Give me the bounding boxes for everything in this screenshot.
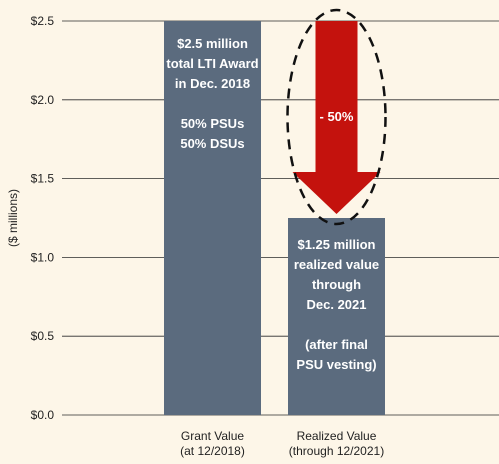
y-tick-label: $1.0 <box>31 250 55 264</box>
bar-0 <box>164 21 261 415</box>
bar-annotation-line: 50% PSUs <box>181 116 245 131</box>
bar-annotation-line: PSU vesting) <box>296 357 376 372</box>
bar-annotation-line: 50% DSUs <box>180 136 244 151</box>
bar-annotation-line: (after final <box>305 337 368 352</box>
bar-annotation-line: Dec. 2021 <box>307 297 367 312</box>
y-tick-label: $2.0 <box>31 93 55 107</box>
bar-annotation-line: total LTI Award <box>166 56 258 71</box>
bar-1 <box>288 218 385 415</box>
y-tick-label: $0.0 <box>31 408 55 422</box>
x-axis-categories: Grant Value(at 12/2018) Realized Value(th… <box>180 429 384 458</box>
bar-annotation-line: through <box>312 277 361 292</box>
gridlines <box>62 20 499 416</box>
bar-annotations: $2.5 million total LTI Award in Dec. 2018 5… <box>166 36 379 372</box>
y-tick-label: $1.5 <box>31 172 55 186</box>
bar-annotation-line: in Dec. 2018 <box>175 76 250 91</box>
x-category-label: Realized Value <box>297 429 377 443</box>
down-arrow-icon <box>292 21 381 214</box>
x-category-label: Grant Value <box>181 429 244 443</box>
change-label: - 50% <box>320 109 354 124</box>
bar-annotation-line: $2.5 million <box>177 36 248 51</box>
y-axis-ticks: $0.0 $0.5 $1.0 $1.5 $2.0 $2.5 <box>31 14 55 422</box>
x-category-label: (through 12/2021) <box>289 444 384 458</box>
y-axis-title: ($ millions) <box>6 189 20 247</box>
bar-annotation-line: realized value <box>294 257 379 272</box>
highlight-ellipse <box>286 8 387 226</box>
change-arrow-group: - 50% <box>286 8 387 226</box>
y-tick-label: $2.5 <box>31 14 55 28</box>
y-tick-label: $0.5 <box>31 329 55 343</box>
x-category-label: (at 12/2018) <box>180 444 245 458</box>
bars <box>164 21 385 415</box>
bar-annotation-line: $1.25 million <box>297 237 375 252</box>
